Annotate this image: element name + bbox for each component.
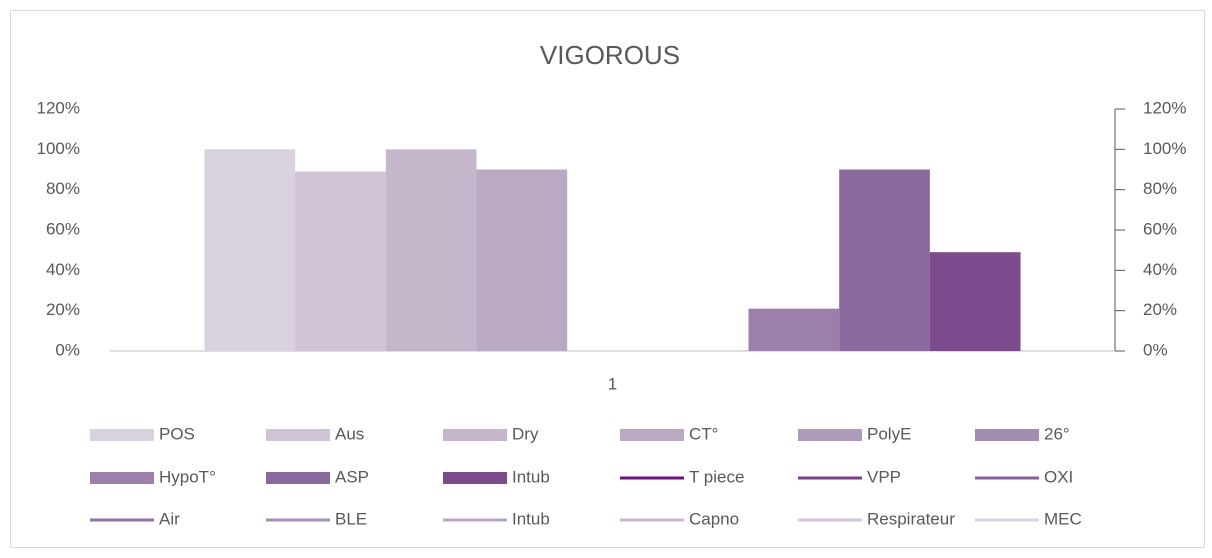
- chart-title: VIGOROUS: [540, 40, 680, 70]
- legend-swatch: [620, 429, 684, 441]
- y-tick-label: 40%: [46, 260, 80, 279]
- legend-label: CT°: [689, 424, 718, 443]
- y2-tick-label: 40%: [1143, 260, 1177, 279]
- legend-label: Dry: [512, 424, 539, 443]
- legend-label: HypoT°: [159, 467, 216, 486]
- y2-tick-label: 60%: [1143, 219, 1177, 238]
- legend-label: BLE: [335, 509, 367, 528]
- legend-label: T piece: [689, 467, 744, 486]
- legend-swatch: [975, 429, 1039, 441]
- legend-swatch: [443, 472, 507, 484]
- bar: [748, 308, 840, 351]
- legend-label: Intub: [512, 467, 550, 486]
- y-tick-label: 60%: [46, 219, 80, 238]
- y2-tick-label: 20%: [1143, 300, 1177, 319]
- bar: [204, 149, 296, 351]
- y2-tick-label: 80%: [1143, 179, 1177, 198]
- y2-tick-label: 0%: [1143, 340, 1168, 359]
- y-tick-label: 80%: [46, 179, 80, 198]
- legend-label: 26°: [1044, 424, 1070, 443]
- bar: [476, 169, 568, 351]
- legend-swatch: [266, 472, 330, 484]
- legend-label: POS: [159, 424, 195, 443]
- legend-label: ASP: [335, 467, 369, 486]
- y-tick-label: 20%: [46, 300, 80, 319]
- legend-label: MEC: [1044, 509, 1082, 528]
- legend-label: OXI: [1044, 467, 1073, 486]
- bar: [929, 252, 1021, 351]
- y2-tick-label: 120%: [1143, 98, 1186, 117]
- y-tick-label: 120%: [37, 98, 80, 117]
- bar: [295, 171, 386, 351]
- bar: [839, 169, 930, 351]
- legend-label: Capno: [689, 509, 739, 528]
- legend-swatch: [443, 429, 507, 441]
- legend-swatch: [90, 472, 154, 484]
- y-tick-label: 100%: [37, 139, 80, 158]
- legend-label: PolyE: [867, 424, 911, 443]
- legend-label: Aus: [335, 424, 364, 443]
- x-tick-label: 1: [608, 374, 617, 393]
- legend-label: VPP: [867, 467, 901, 486]
- y-tick-label: 0%: [55, 340, 80, 359]
- legend-label: Intub: [512, 509, 550, 528]
- legend-label: Air: [159, 509, 180, 528]
- bar: [385, 149, 477, 351]
- y2-tick-label: 100%: [1143, 139, 1186, 158]
- legend-swatch: [798, 429, 862, 441]
- legend-swatch: [90, 429, 154, 441]
- legend-label: Respirateur: [867, 509, 955, 528]
- legend-swatch: [266, 429, 330, 441]
